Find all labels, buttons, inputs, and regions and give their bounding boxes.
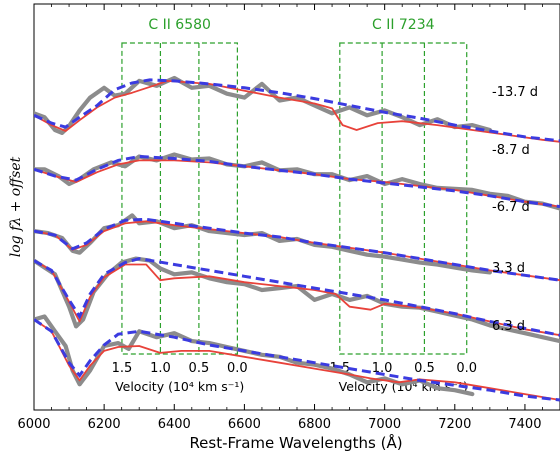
model-spectrum-4 [34,318,560,401]
x-tick-label-7: 7400 [508,417,541,432]
line-label-1: C II 7234 [372,17,435,33]
x-tick-label-0: 6000 [17,417,50,432]
velocity-box-1 [339,42,468,355]
velocity-box-0 [121,42,238,355]
model-no-carbon-4 [34,318,560,402]
x-tick-label-5: 7000 [368,417,401,432]
line-label-0: C II 6580 [148,17,211,33]
epoch-labels: -13.7 d -8.7 d -6.7 d 3.3 d 6.3 d [492,85,538,334]
epoch-label-0: -13.7 d [492,85,538,100]
model-no-carbon-0 [34,78,560,143]
x-tick-label-2: 6400 [158,417,191,432]
epoch-label-3: 3.3 d [492,261,525,276]
velocity-axis-label-0: Velocity (10⁴ km s⁻¹) [115,379,244,394]
observed-spectrum-0 [34,75,492,135]
model-spectrum-0 [34,80,560,143]
velocity-tick-label-1-2: 0.5 [414,361,435,376]
x-tick-label-1: 6200 [88,417,121,432]
model-spectrum-3 [34,259,560,337]
x-tick-label-3: 6600 [228,417,261,432]
epoch-label-4: 6.3 d [492,319,525,334]
observed-spectrum-3 [34,256,560,344]
y-axis-label: log fλ + offset [8,156,24,257]
velocity-guides: 1.5 1.0 0.5 0.0 C II 6580 Velocity (10⁴ km s⁻… [112,17,477,394]
x-tick-label-6: 7200 [438,417,471,432]
model-no-carbon-2 [34,217,560,282]
model-no-carbon-1 [34,154,560,209]
velocity-tick-label-0-0: 1.5 [112,361,133,376]
model-no-carbon-3 [34,257,560,337]
epoch-label-2: -6.7 d [492,200,530,215]
observed-spectrum-2 [34,213,492,275]
velocity-tick-label-0-3: 0.0 [227,361,248,376]
velocity-tick-label-0-2: 0.5 [189,361,210,376]
spectra-series [34,75,560,402]
velocity-tick-label-1-3: 0.0 [456,361,477,376]
x-axis: 6000 6200 6400 6600 6800 7000 7200 7400 [17,4,543,432]
x-tick-label-4: 6800 [298,417,331,432]
x-axis-label: Rest-Frame Wavelengths (Å) [189,433,402,452]
velocity-tick-label-0-1: 1.0 [150,361,171,376]
epoch-label-1: -8.7 d [492,143,530,158]
